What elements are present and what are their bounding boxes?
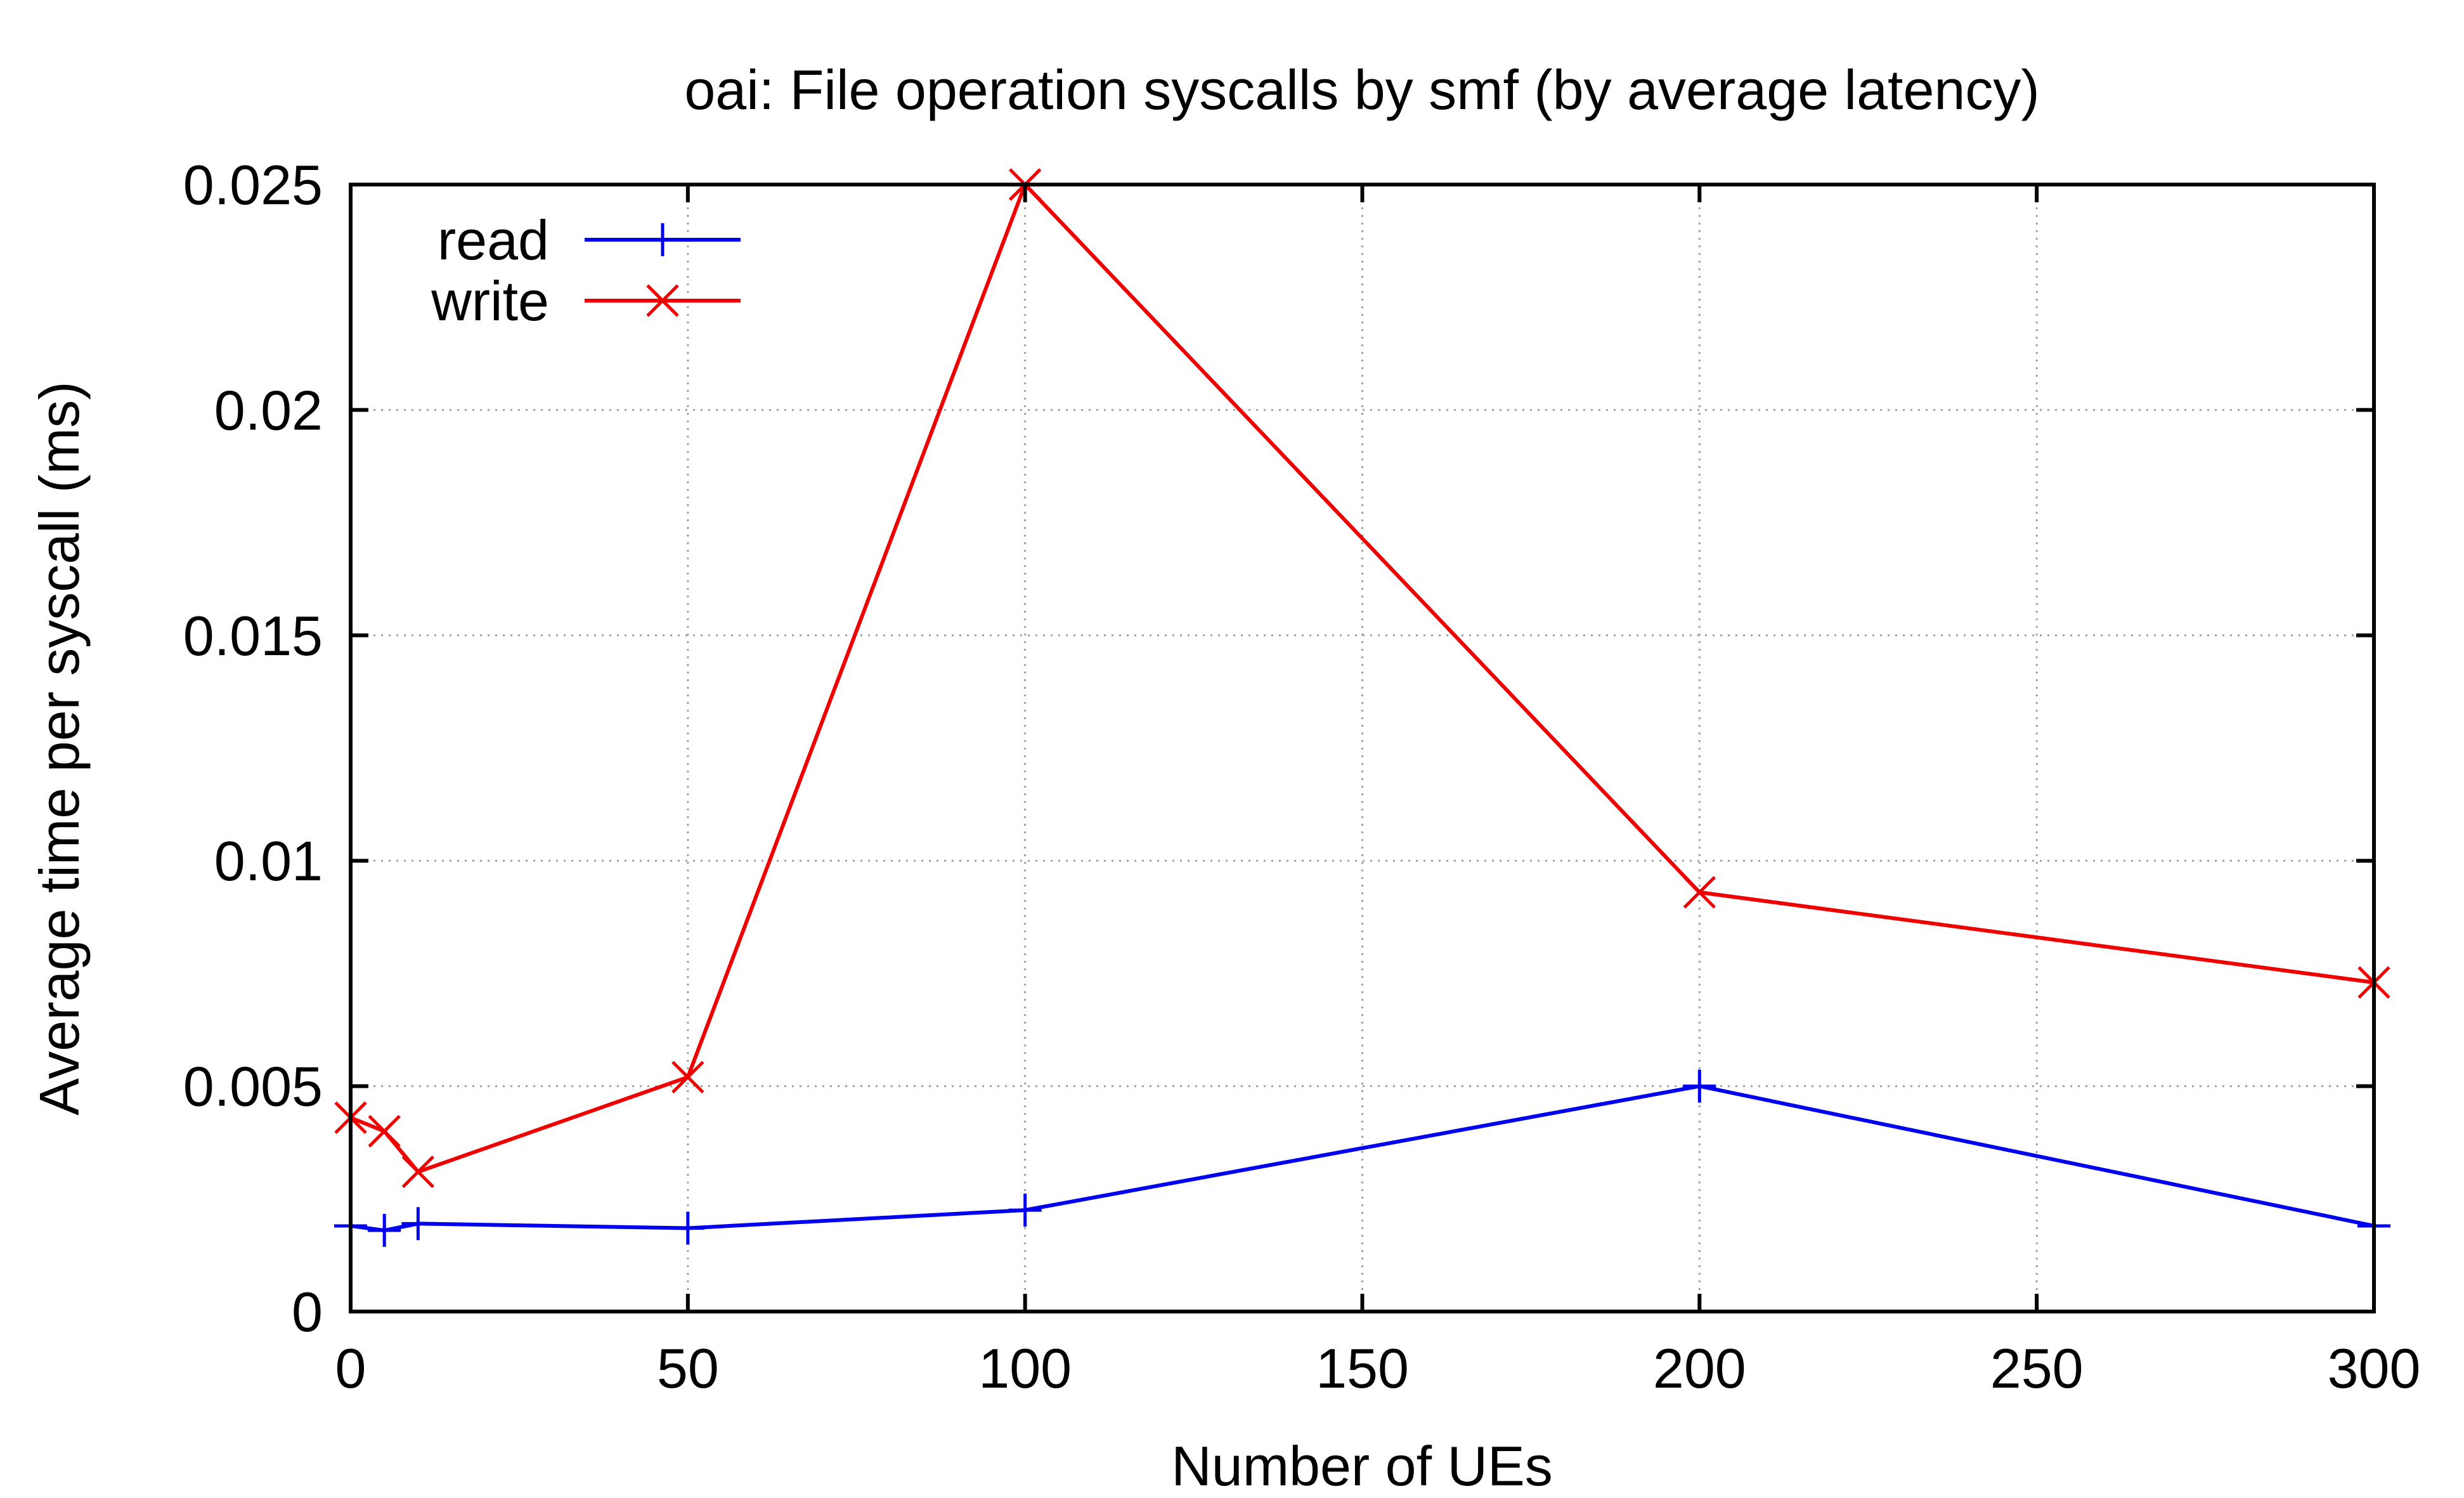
y-tick-label: 0 <box>292 1280 323 1343</box>
tick-labels: 0 50 100 150 200 250 300 0 0.005 0.01 0.015 0.02 0.0… <box>183 153 2421 1400</box>
y-tick-label: 0.025 <box>183 153 323 216</box>
data-point-read <box>1683 1069 1716 1103</box>
data-point-write-d2 <box>401 1155 435 1189</box>
series-read <box>334 1069 2390 1247</box>
x-tick-label: 250 <box>1990 1337 2084 1400</box>
legend-marker-d2 <box>646 284 679 317</box>
x-tick-label: 100 <box>978 1337 1072 1400</box>
data-point-write <box>1683 876 1716 909</box>
series-line-write <box>349 183 2375 1174</box>
y-tick-label: 0.01 <box>214 830 323 892</box>
legend-item-read: read <box>438 209 741 271</box>
axis-ticks <box>349 183 2376 1313</box>
data-point-write-d2 <box>368 1114 401 1148</box>
series-line-read <box>350 1084 2375 1233</box>
legend-label: read <box>438 209 549 271</box>
y-tick-label: 0.02 <box>214 379 323 441</box>
data-point-write <box>671 1060 704 1094</box>
legend-marker <box>646 284 679 317</box>
chart-title: oai: File operation syscalls by smf (by … <box>684 58 2039 121</box>
x-tick-label: 50 <box>657 1337 719 1400</box>
data-point-write <box>368 1114 401 1148</box>
x-tick-label: 150 <box>1316 1337 1409 1400</box>
y-tick-label: 0.005 <box>183 1055 323 1118</box>
series-layer <box>334 168 2390 1247</box>
x-axis-label: Number of UEs <box>1171 1435 1553 1497</box>
legend-item-write: write <box>431 270 741 332</box>
legend-marker <box>646 223 679 256</box>
x-tick-label: 200 <box>1653 1337 1746 1400</box>
data-point-write <box>401 1155 435 1189</box>
x-tick-label: 300 <box>2328 1337 2421 1400</box>
data-point-read <box>1008 1194 1042 1227</box>
data-point-read <box>671 1211 704 1245</box>
x-tick-label: 0 <box>335 1337 366 1400</box>
grid-lines <box>351 185 2374 1312</box>
legend-label: write <box>431 270 549 332</box>
data-point-write-d2 <box>1683 876 1716 909</box>
y-tick-label: 0.015 <box>183 604 323 667</box>
y-axis-label: Average time per syscall (ms) <box>28 381 91 1115</box>
data-point-read <box>401 1207 435 1241</box>
data-point-write-d2 <box>671 1060 704 1094</box>
data-point-read <box>368 1214 401 1247</box>
